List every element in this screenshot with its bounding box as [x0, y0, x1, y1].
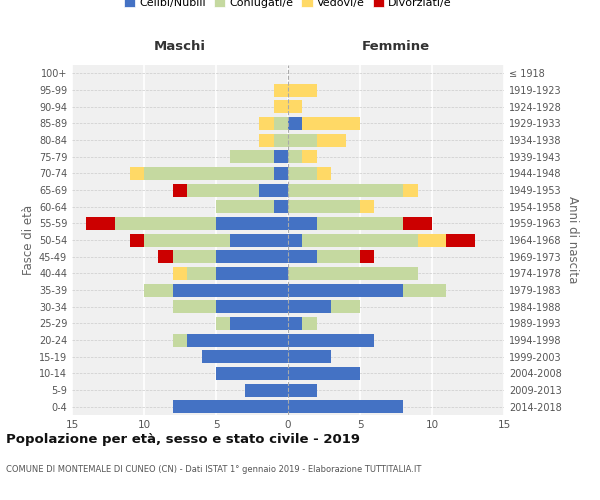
Bar — [403, 284, 446, 296]
Bar — [274, 100, 288, 113]
Bar — [173, 300, 216, 313]
Bar — [288, 284, 403, 296]
Bar — [259, 184, 288, 196]
Bar — [288, 217, 317, 230]
Bar — [130, 234, 144, 246]
Bar — [360, 250, 374, 263]
Bar — [317, 250, 360, 263]
Bar — [288, 150, 302, 163]
Bar — [288, 234, 302, 246]
Bar — [216, 300, 288, 313]
Bar — [274, 167, 288, 180]
Bar — [173, 400, 288, 413]
Bar — [288, 200, 360, 213]
Bar — [144, 234, 230, 246]
Text: COMUNE DI MONTEMALE DI CUNEO (CN) - Dati ISTAT 1° gennaio 2019 - Elaborazione TU: COMUNE DI MONTEMALE DI CUNEO (CN) - Dati… — [6, 466, 421, 474]
Bar — [216, 367, 288, 380]
Bar — [288, 184, 403, 196]
Bar — [288, 350, 331, 363]
Bar — [230, 150, 274, 163]
Bar — [130, 167, 144, 180]
Bar — [302, 150, 317, 163]
Bar — [144, 167, 274, 180]
Bar — [259, 117, 274, 130]
Text: Maschi: Maschi — [154, 40, 206, 52]
Bar — [216, 267, 288, 280]
Bar — [173, 334, 187, 346]
Bar — [173, 267, 187, 280]
Bar — [274, 150, 288, 163]
Bar — [173, 250, 216, 263]
Bar — [158, 250, 173, 263]
Bar — [216, 317, 230, 330]
Bar — [360, 200, 374, 213]
Bar — [317, 167, 331, 180]
Bar — [288, 367, 360, 380]
Bar — [173, 284, 288, 296]
Bar — [202, 350, 288, 363]
Bar — [288, 400, 403, 413]
Bar — [446, 234, 475, 246]
Bar — [173, 184, 187, 196]
Bar — [288, 117, 302, 130]
Bar — [144, 284, 173, 296]
Bar — [187, 184, 259, 196]
Bar — [288, 84, 317, 96]
Bar — [331, 300, 360, 313]
Bar — [288, 334, 374, 346]
Bar — [259, 134, 274, 146]
Bar — [288, 134, 317, 146]
Bar — [274, 134, 288, 146]
Bar — [317, 134, 346, 146]
Bar — [302, 317, 317, 330]
Y-axis label: Anni di nascita: Anni di nascita — [566, 196, 579, 284]
Bar — [187, 334, 288, 346]
Bar — [403, 184, 418, 196]
Bar — [288, 167, 317, 180]
Bar — [302, 117, 360, 130]
Bar — [302, 234, 418, 246]
Bar — [317, 217, 403, 230]
Bar — [274, 84, 288, 96]
Bar — [274, 117, 288, 130]
Bar — [418, 234, 446, 246]
Bar — [187, 267, 216, 280]
Bar — [288, 300, 331, 313]
Bar — [230, 317, 288, 330]
Y-axis label: Fasce di età: Fasce di età — [22, 205, 35, 275]
Text: Femmine: Femmine — [362, 40, 430, 52]
Bar — [86, 217, 115, 230]
Bar — [216, 217, 288, 230]
Bar — [230, 234, 288, 246]
Bar — [288, 100, 302, 113]
Bar — [288, 317, 302, 330]
Bar — [274, 200, 288, 213]
Legend: Celibi/Nubili, Coniugati/e, Vedovi/e, Divorziati/e: Celibi/Nubili, Coniugati/e, Vedovi/e, Di… — [120, 0, 456, 13]
Bar — [245, 384, 288, 396]
Bar — [288, 384, 317, 396]
Bar — [216, 200, 274, 213]
Bar — [216, 250, 288, 263]
Bar — [115, 217, 216, 230]
Bar — [288, 267, 418, 280]
Bar — [403, 217, 432, 230]
Bar — [288, 250, 317, 263]
Text: Popolazione per età, sesso e stato civile - 2019: Popolazione per età, sesso e stato civil… — [6, 432, 360, 446]
